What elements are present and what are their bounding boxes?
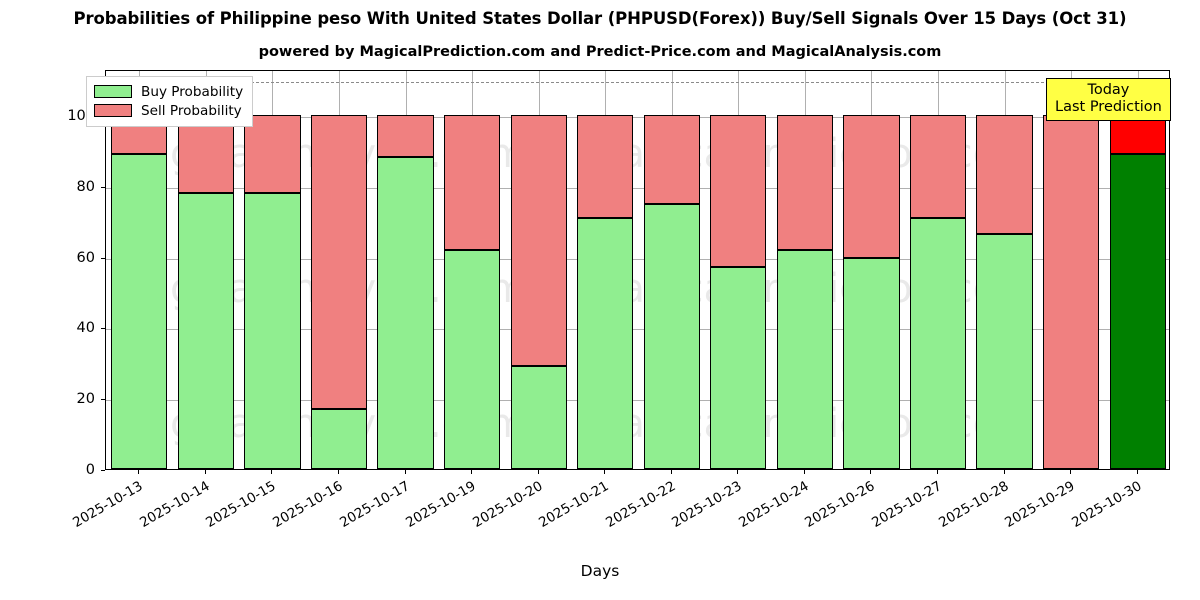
bar-segment-sell[interactable] (577, 115, 634, 218)
bar-segment-sell[interactable] (710, 115, 767, 268)
x-tick-mark (737, 470, 739, 474)
x-tick-mark (271, 470, 273, 474)
gridline-horizontal (106, 258, 1169, 260)
bar-segment-sell[interactable] (1109, 115, 1166, 154)
y-tick-label: 20 (76, 391, 95, 408)
gridline-horizontal (106, 329, 1169, 331)
x-tick-mark (870, 470, 872, 474)
chart-title: Probabilities of Philippine peso With Un… (73, 9, 1127, 28)
bar-2025-10-17[interactable] (377, 71, 434, 469)
today-annotation: Today Last Prediction (1046, 78, 1171, 121)
x-tick-mark (1070, 470, 1072, 474)
bar-2025-10-21[interactable] (577, 71, 634, 469)
chart-subtitle: powered by MagicalPrediction.com and Pre… (258, 44, 942, 60)
bar-segment-buy[interactable] (177, 192, 234, 469)
legend-item-buy: Buy Probability (94, 82, 243, 101)
bar-segment-buy[interactable] (909, 217, 967, 469)
x-tick-mark (204, 470, 206, 474)
bar-segment-sell[interactable] (776, 115, 834, 250)
x-tick-mark (604, 470, 606, 474)
x-tick-mark (803, 470, 805, 474)
bar-segment-sell[interactable] (976, 115, 1033, 234)
x-tick-mark (537, 470, 539, 474)
y-tick-label: 60 (76, 249, 95, 266)
bar-segment-sell[interactable] (643, 115, 700, 204)
x-tick-mark (670, 470, 672, 474)
gridline-horizontal (106, 400, 1169, 402)
bar-2025-10-22[interactable] (643, 71, 700, 469)
bar-2025-10-26[interactable] (843, 71, 900, 469)
gridline-horizontal (106, 117, 1169, 119)
gridline-horizontal (106, 187, 1169, 189)
y-tick-mark (101, 328, 105, 330)
x-tick-mark (937, 470, 939, 474)
y-tick-label: 40 (76, 320, 95, 337)
bar-2025-10-24[interactable] (776, 71, 834, 469)
bar-2025-10-14[interactable] (177, 71, 234, 469)
bar-2025-10-28[interactable] (976, 71, 1033, 469)
bar-segment-buy[interactable] (310, 408, 368, 469)
y-tick-label: 80 (76, 178, 95, 195)
bar-2025-10-30[interactable] (1109, 71, 1166, 469)
x-tick-mark (471, 470, 473, 474)
bar-segment-buy[interactable] (710, 267, 767, 469)
legend-label-buy: Buy Probability (141, 83, 244, 100)
x-tick-mark (337, 470, 339, 474)
bar-segment-buy[interactable] (843, 258, 900, 469)
bar-segment-buy[interactable] (111, 153, 168, 469)
x-axis-label: Days (580, 562, 620, 580)
bar-segment-sell[interactable] (1043, 115, 1100, 469)
bar-segment-sell[interactable] (177, 115, 234, 193)
bar-2025-10-19[interactable] (443, 71, 501, 469)
bar-segment-buy[interactable] (443, 249, 501, 469)
bar-segment-buy[interactable] (577, 217, 634, 469)
legend-label-sell: Sell Probability (141, 102, 242, 119)
bar-segment-sell[interactable] (244, 115, 301, 193)
bar-segment-buy[interactable] (1109, 153, 1166, 469)
bar-segment-sell[interactable] (443, 115, 501, 250)
x-tick-mark (1003, 470, 1005, 474)
bar-2025-10-23[interactable] (710, 71, 767, 469)
chart-legend: Buy Probability Sell Probability (86, 76, 254, 127)
y-tick-mark (101, 186, 105, 188)
x-tick-mark (1136, 470, 1138, 474)
bar-segment-sell[interactable] (843, 115, 900, 259)
bar-segment-buy[interactable] (244, 192, 301, 469)
bar-segment-sell[interactable] (310, 115, 368, 409)
bar-2025-10-16[interactable] (310, 71, 368, 469)
y-tick-mark (101, 257, 105, 259)
bar-segment-sell[interactable] (909, 115, 967, 218)
x-tick-mark (404, 470, 406, 474)
bar-segment-buy[interactable] (976, 233, 1033, 469)
legend-swatch-sell-icon (94, 104, 132, 117)
bar-2025-10-27[interactable] (909, 71, 967, 469)
today-annotation-line1: Today (1087, 82, 1130, 98)
y-tick-mark (101, 470, 105, 471)
y-tick-mark (101, 399, 105, 401)
plot-area: MagicalAnalysis.comMagicalPrediction.com… (105, 70, 1170, 470)
bar-segment-buy[interactable] (377, 157, 434, 469)
bar-segment-sell[interactable] (377, 115, 434, 158)
bar-segment-buy[interactable] (776, 249, 834, 469)
legend-swatch-buy-icon (94, 85, 132, 98)
legend-item-sell: Sell Probability (94, 101, 243, 120)
bar-segment-buy[interactable] (643, 203, 700, 469)
bar-2025-10-15[interactable] (244, 71, 301, 469)
x-tick-mark (138, 470, 140, 474)
y-tick-label: 0 (85, 462, 95, 478)
bar-2025-10-13[interactable] (111, 71, 168, 469)
bar-2025-10-29[interactable] (1043, 71, 1100, 469)
bar-2025-10-20[interactable] (510, 71, 567, 469)
today-annotation-line2: Last Prediction (1055, 98, 1162, 115)
bar-segment-buy[interactable] (510, 366, 567, 469)
reference-line (106, 81, 1169, 83)
bar-segment-sell[interactable] (510, 115, 567, 367)
